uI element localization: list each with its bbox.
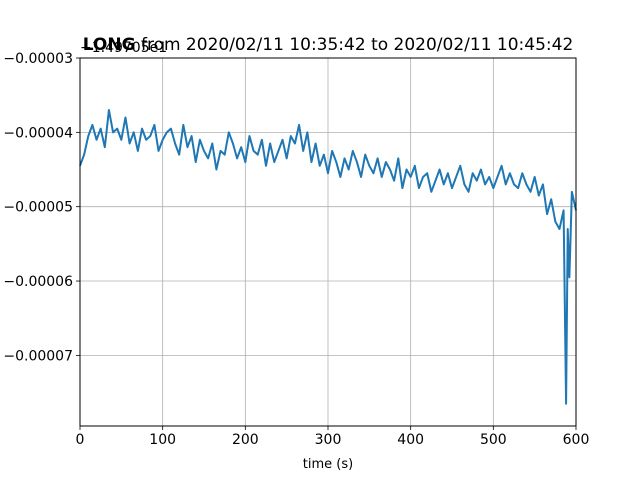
chart-title-rest: from 2020/02/11 10:35:42 to 2020/02/11 1…: [136, 35, 574, 55]
y-tick-label: −0.00005: [3, 200, 73, 216]
series-group: [79, 109, 577, 405]
x-tick-label: 600: [563, 432, 590, 448]
x-tick-label: 400: [397, 432, 424, 448]
y-tick-label: −0.00007: [3, 348, 73, 364]
x-tick-label: 500: [480, 432, 507, 448]
y-tick-label: −0.00006: [3, 274, 73, 290]
chart-title-bold: LONG: [83, 35, 136, 55]
x-tick-label: 100: [149, 432, 176, 448]
y-offset-label: −1.49705e1: [80, 40, 167, 56]
y-tick-label: −0.00004: [3, 125, 73, 141]
y-tick-label: −0.00003: [3, 51, 73, 67]
chart-title: LONG from 2020/02/11 10:35:42 to 2020/02…: [83, 35, 574, 55]
x-axis-label: time (s): [303, 457, 353, 472]
x-tick-label: 200: [232, 432, 259, 448]
x-tick-label: 300: [315, 432, 342, 448]
x-tick-label: 0: [76, 432, 85, 448]
ticks: 0 100 200 300 400 500 600 −0.00003 −0.00004 −0.00…: [3, 51, 589, 448]
series-line: [79, 109, 577, 405]
